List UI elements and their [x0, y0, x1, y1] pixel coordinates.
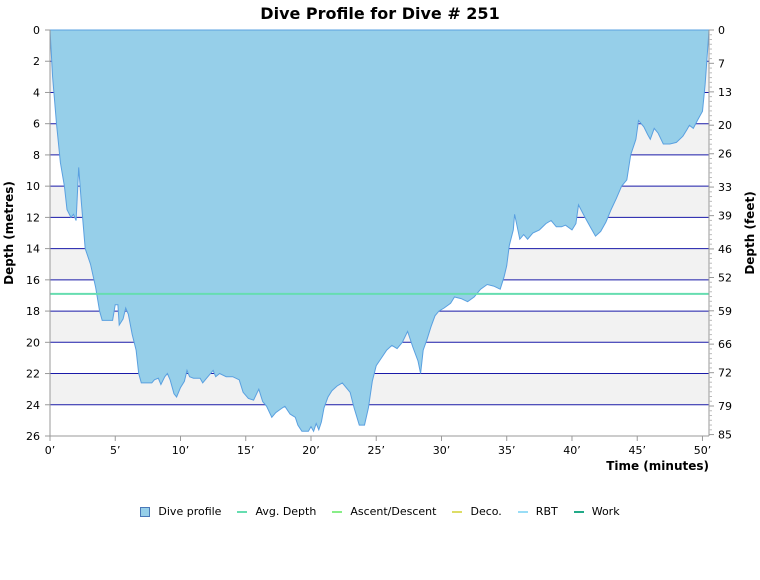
- legend-swatch: [332, 510, 343, 513]
- legend-swatch: [573, 510, 584, 513]
- y-tick-label: 26: [26, 430, 40, 443]
- x-tick-label: 35’: [498, 444, 516, 457]
- y-tick-label: 8: [33, 149, 40, 162]
- y-tick-label: 22: [26, 368, 40, 381]
- legend-item: Avg. Depth: [237, 505, 316, 518]
- legend-item: Dive profile: [140, 505, 221, 518]
- chart-title: Dive Profile for Dive # 251: [260, 4, 499, 23]
- legend-item: Work: [573, 505, 620, 518]
- y2-tick-label: 72: [718, 367, 732, 380]
- x-tick-label: 10’: [172, 444, 190, 457]
- x-tick-label: 40’: [563, 444, 581, 457]
- y2-tick-label: 33: [718, 181, 732, 194]
- y2-tick-label: 79: [718, 400, 732, 413]
- y-tick-label: 24: [26, 399, 40, 412]
- y2-tick-label: 59: [718, 305, 732, 318]
- y2-tick-label: 13: [718, 86, 732, 99]
- y-tick-label: 0: [33, 24, 40, 37]
- x-tick-label: 25’: [367, 444, 385, 457]
- y-tick-label: 12: [26, 211, 40, 224]
- legend-label: Work: [591, 505, 620, 518]
- y2-tick-label: 66: [718, 338, 732, 351]
- legend-label: RBT: [535, 505, 558, 518]
- legend-label: Avg. Depth: [255, 505, 317, 518]
- y2-tick-label: 20: [718, 119, 732, 132]
- y2-tick-label: 85: [718, 429, 732, 442]
- dive-profile-area: [49, 29, 710, 433]
- y-tick-label: 20: [26, 336, 40, 349]
- x-tick-label: 0’: [45, 444, 56, 457]
- x-tick-label: 45’: [628, 444, 646, 457]
- y-axis-label-right: Depth (feet): [743, 191, 757, 274]
- y2-tick-label: 0: [718, 24, 725, 37]
- y-tick-label: 14: [26, 243, 40, 256]
- legend-swatch: [237, 510, 248, 513]
- x-tick-label: 5’: [110, 444, 121, 457]
- y-tick-label: 16: [26, 274, 40, 287]
- y2-tick-label: 46: [718, 243, 732, 256]
- x-tick-label: 30’: [433, 444, 451, 457]
- legend-swatch: [517, 510, 528, 513]
- y-tick-label: 4: [33, 86, 40, 99]
- y2-tick-label: 26: [718, 148, 732, 161]
- x-tick-label: 20’: [302, 444, 320, 457]
- x-tick-label: 50’: [694, 444, 712, 457]
- y2-tick-label: 39: [718, 210, 732, 223]
- legend-label: Ascent/Descent: [350, 505, 437, 518]
- x-axis-label: Time (minutes): [606, 459, 709, 473]
- legend-item: Deco.: [452, 505, 502, 518]
- legend-label: Dive profile: [158, 505, 222, 518]
- x-tick-label: 15’: [237, 444, 255, 457]
- legend-item: RBT: [517, 505, 558, 518]
- y-tick-label: 2: [33, 55, 40, 68]
- legend-swatch: [140, 506, 151, 517]
- y-axis-label-left: Depth (metres): [2, 181, 16, 285]
- y-tick-label: 10: [26, 180, 40, 193]
- y-tick-label: 6: [33, 118, 40, 131]
- legend-label: Deco.: [470, 505, 502, 518]
- y2-tick-label: 7: [718, 57, 725, 70]
- chart-ticks: 0’ 5’ 10’ 15’ 20’ 25’ 30’ 35’ 40’ 45’ 50’024681012…: [26, 24, 732, 457]
- chart-legend: Dive profile Avg. Depth Ascent/Descent Deco…: [0, 505, 760, 518]
- legend-swatch: [452, 510, 463, 513]
- y-tick-label: 18: [26, 305, 40, 318]
- y2-tick-label: 52: [718, 271, 732, 284]
- legend-item: Ascent/Descent: [332, 505, 436, 518]
